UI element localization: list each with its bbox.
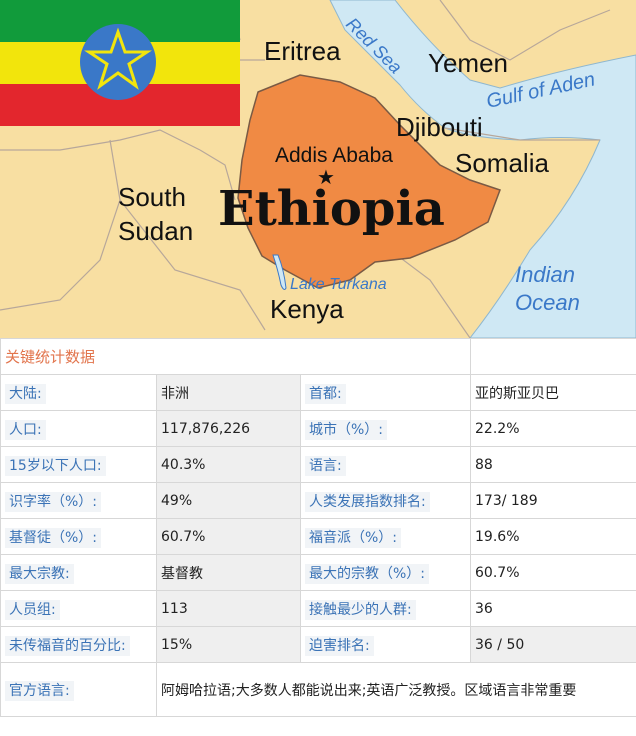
label-eritrea: Eritrea [264,36,341,66]
stat-value: 117,876,226 [156,410,301,447]
stat-label: 人类发展指数排名: [305,491,430,512]
stat-label: 识字率（%）: [5,491,102,512]
stat-label: 语言: [305,455,346,476]
official-language-label: 官方语言: [5,680,74,701]
stat-value: 40.3% [156,446,301,483]
stat-value: 22.2% [470,410,636,447]
stat-label: 接触最少的人群: [305,599,416,620]
ethiopia-shape [237,74,501,289]
label-djibouti: Djibouti [396,112,483,142]
capital-star-icon: ★ [317,167,335,189]
stat-value: 非洲 [156,374,301,411]
label-country: Ethiopia [218,181,445,237]
table-row: 人员组: 113 接触最少的人群: 36 [0,590,636,627]
label-lake: Lake Turkana [290,276,387,293]
stat-value: 49% [156,482,301,519]
stat-label: 15岁以下人口: [5,455,106,476]
stat-label: 人员组: [5,599,60,620]
stat-value: 60.7% [470,554,636,591]
stat-label: 最大的宗教（%）: [305,563,430,584]
label-ocean: Ocean [515,290,580,315]
stat-label: 迫害排名: [305,635,374,656]
label-kenya: Kenya [270,294,344,324]
label-somalia: Somalia [455,148,549,178]
official-language-value: 阿姆哈拉语;大多数人都能说出来;英语广泛教授。区域语言非常重要 [155,662,636,717]
table-row: 基督徒（%）: 60.7% 福音派（%）: 19.6% [0,518,636,555]
stat-label: 人口: [5,419,46,440]
label-yemen: Yemen [428,48,508,78]
stat-value: 15% [156,626,301,663]
stat-value: 19.6% [470,518,636,555]
stat-label: 最大宗教: [5,563,74,584]
key-stats-table: 关键统计数据 大陆: 非洲 首都: 亚的斯亚贝巴人口: 117,876,226 城市（%）… [0,338,636,717]
stat-label: 城市（%）: [305,419,388,440]
ethiopia-map: Eritrea Yemen Djibouti Somalia South Sud… [0,0,636,338]
emblem-icon [80,24,156,100]
label-indian: Indian [515,262,575,287]
stat-label: 福音派（%）: [305,527,402,548]
lake-turkana [272,254,287,290]
stats-title: 关键统计数据 [0,338,472,375]
label-capital: Addis Ababa [275,144,393,167]
table-row: 未传福音的百分比: 15% 迫害排名: 36 / 50 [0,626,636,663]
label-sudan: Sudan [118,216,193,246]
stat-value: 113 [156,590,301,627]
table-row: 15岁以下人口: 40.3% 语言: 88 [0,446,636,483]
table-row: 最大宗教: 基督教 最大的宗教（%）: 60.7% [0,554,636,591]
sea-area [329,0,636,338]
label-south: South [118,182,186,212]
stat-value: 基督教 [156,554,301,591]
table-row: 大陆: 非洲 首都: 亚的斯亚贝巴 [0,374,636,411]
stat-value: 60.7% [156,518,301,555]
ethiopia-flag [0,0,240,126]
table-row: 识字率（%）: 49% 人类发展指数排名: 173/ 189 [0,482,636,519]
table-row-official-language: 官方语言: 阿姆哈拉语;大多数人都能说出来;英语广泛教授。区域语言非常重要 [0,662,636,717]
stat-label: 基督徒（%）: [5,527,102,548]
stat-label: 大陆: [5,383,46,404]
stat-value: 88 [470,446,636,483]
stat-value: 36 [470,590,636,627]
table-row: 人口: 117,876,226 城市（%）: 22.2% [0,410,636,447]
table-header-row: 关键统计数据 [0,338,636,375]
stat-value: 173/ 189 [470,482,636,519]
stat-value: 36 / 50 [470,626,636,663]
stat-label: 未传福音的百分比: [5,635,130,656]
stat-value: 亚的斯亚贝巴 [470,374,636,411]
stat-label: 首都: [305,383,346,404]
